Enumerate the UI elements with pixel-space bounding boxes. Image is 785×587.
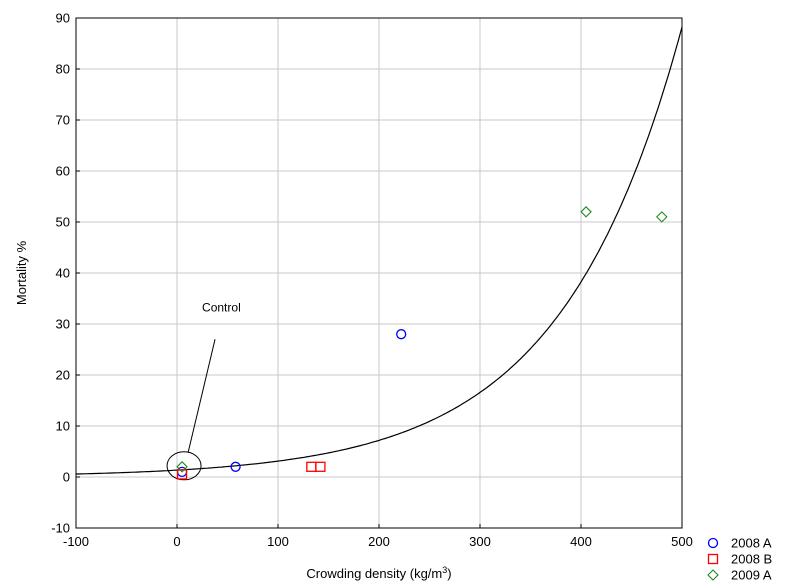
- x-tick-label: 400: [570, 534, 592, 549]
- y-tick-label: 10: [56, 419, 70, 434]
- x-tick-labels: -100 0 100 200 300 400 500: [63, 534, 693, 549]
- y-tick-label: -10: [51, 521, 70, 536]
- y-tick-label: 50: [56, 215, 70, 230]
- legend-marker: [707, 537, 719, 549]
- x-tick-label: 200: [368, 534, 390, 549]
- y-tick-labels: -10 0 10 20 30 40 50 60 70 80 90: [51, 11, 70, 536]
- x-tick-label: 500: [671, 534, 693, 549]
- x-axis-title-superscript: 3: [442, 565, 447, 575]
- control-ellipse: [166, 451, 202, 481]
- y-tick-label: 60: [56, 164, 70, 179]
- data-point-2008-b: [315, 461, 326, 472]
- x-tick-label: 0: [173, 534, 180, 549]
- x-tick-label: 300: [469, 534, 491, 549]
- legend-marker: [707, 553, 719, 565]
- legend-label: 2008 B: [731, 552, 772, 567]
- y-tick-label: 90: [56, 11, 70, 26]
- x-axis-title: Crowding density (kg/m3): [306, 565, 451, 581]
- data-point-2009-a: [176, 461, 188, 473]
- x-tick-label: -100: [63, 534, 89, 549]
- x-tick-label: 100: [267, 534, 289, 549]
- plot-frame: [75, 17, 683, 529]
- data-points: [176, 206, 668, 480]
- legend-label: 2008 A: [731, 536, 772, 551]
- data-point-2009-a: [656, 211, 668, 223]
- legend-marker: [707, 569, 719, 581]
- y-tick-label: 40: [56, 266, 70, 281]
- y-axis-title: Mortality %: [14, 240, 29, 305]
- data-point-2008-a: [230, 461, 241, 472]
- y-tick-label: 80: [56, 62, 70, 77]
- y-tick-label: 30: [56, 317, 70, 332]
- legend-label: 2009 A: [731, 568, 772, 583]
- y-tick-label: 70: [56, 113, 70, 128]
- y-tick-label: 20: [56, 368, 70, 383]
- data-point-2008-b: [176, 469, 188, 480]
- data-point-2009-a: [580, 206, 592, 218]
- control-label: Control: [202, 300, 241, 314]
- control-annotation: Control: [166, 300, 241, 481]
- data-point-2008-a: [396, 329, 407, 340]
- y-tick-label: 0: [63, 470, 70, 485]
- control-pointer-line: [187, 339, 216, 453]
